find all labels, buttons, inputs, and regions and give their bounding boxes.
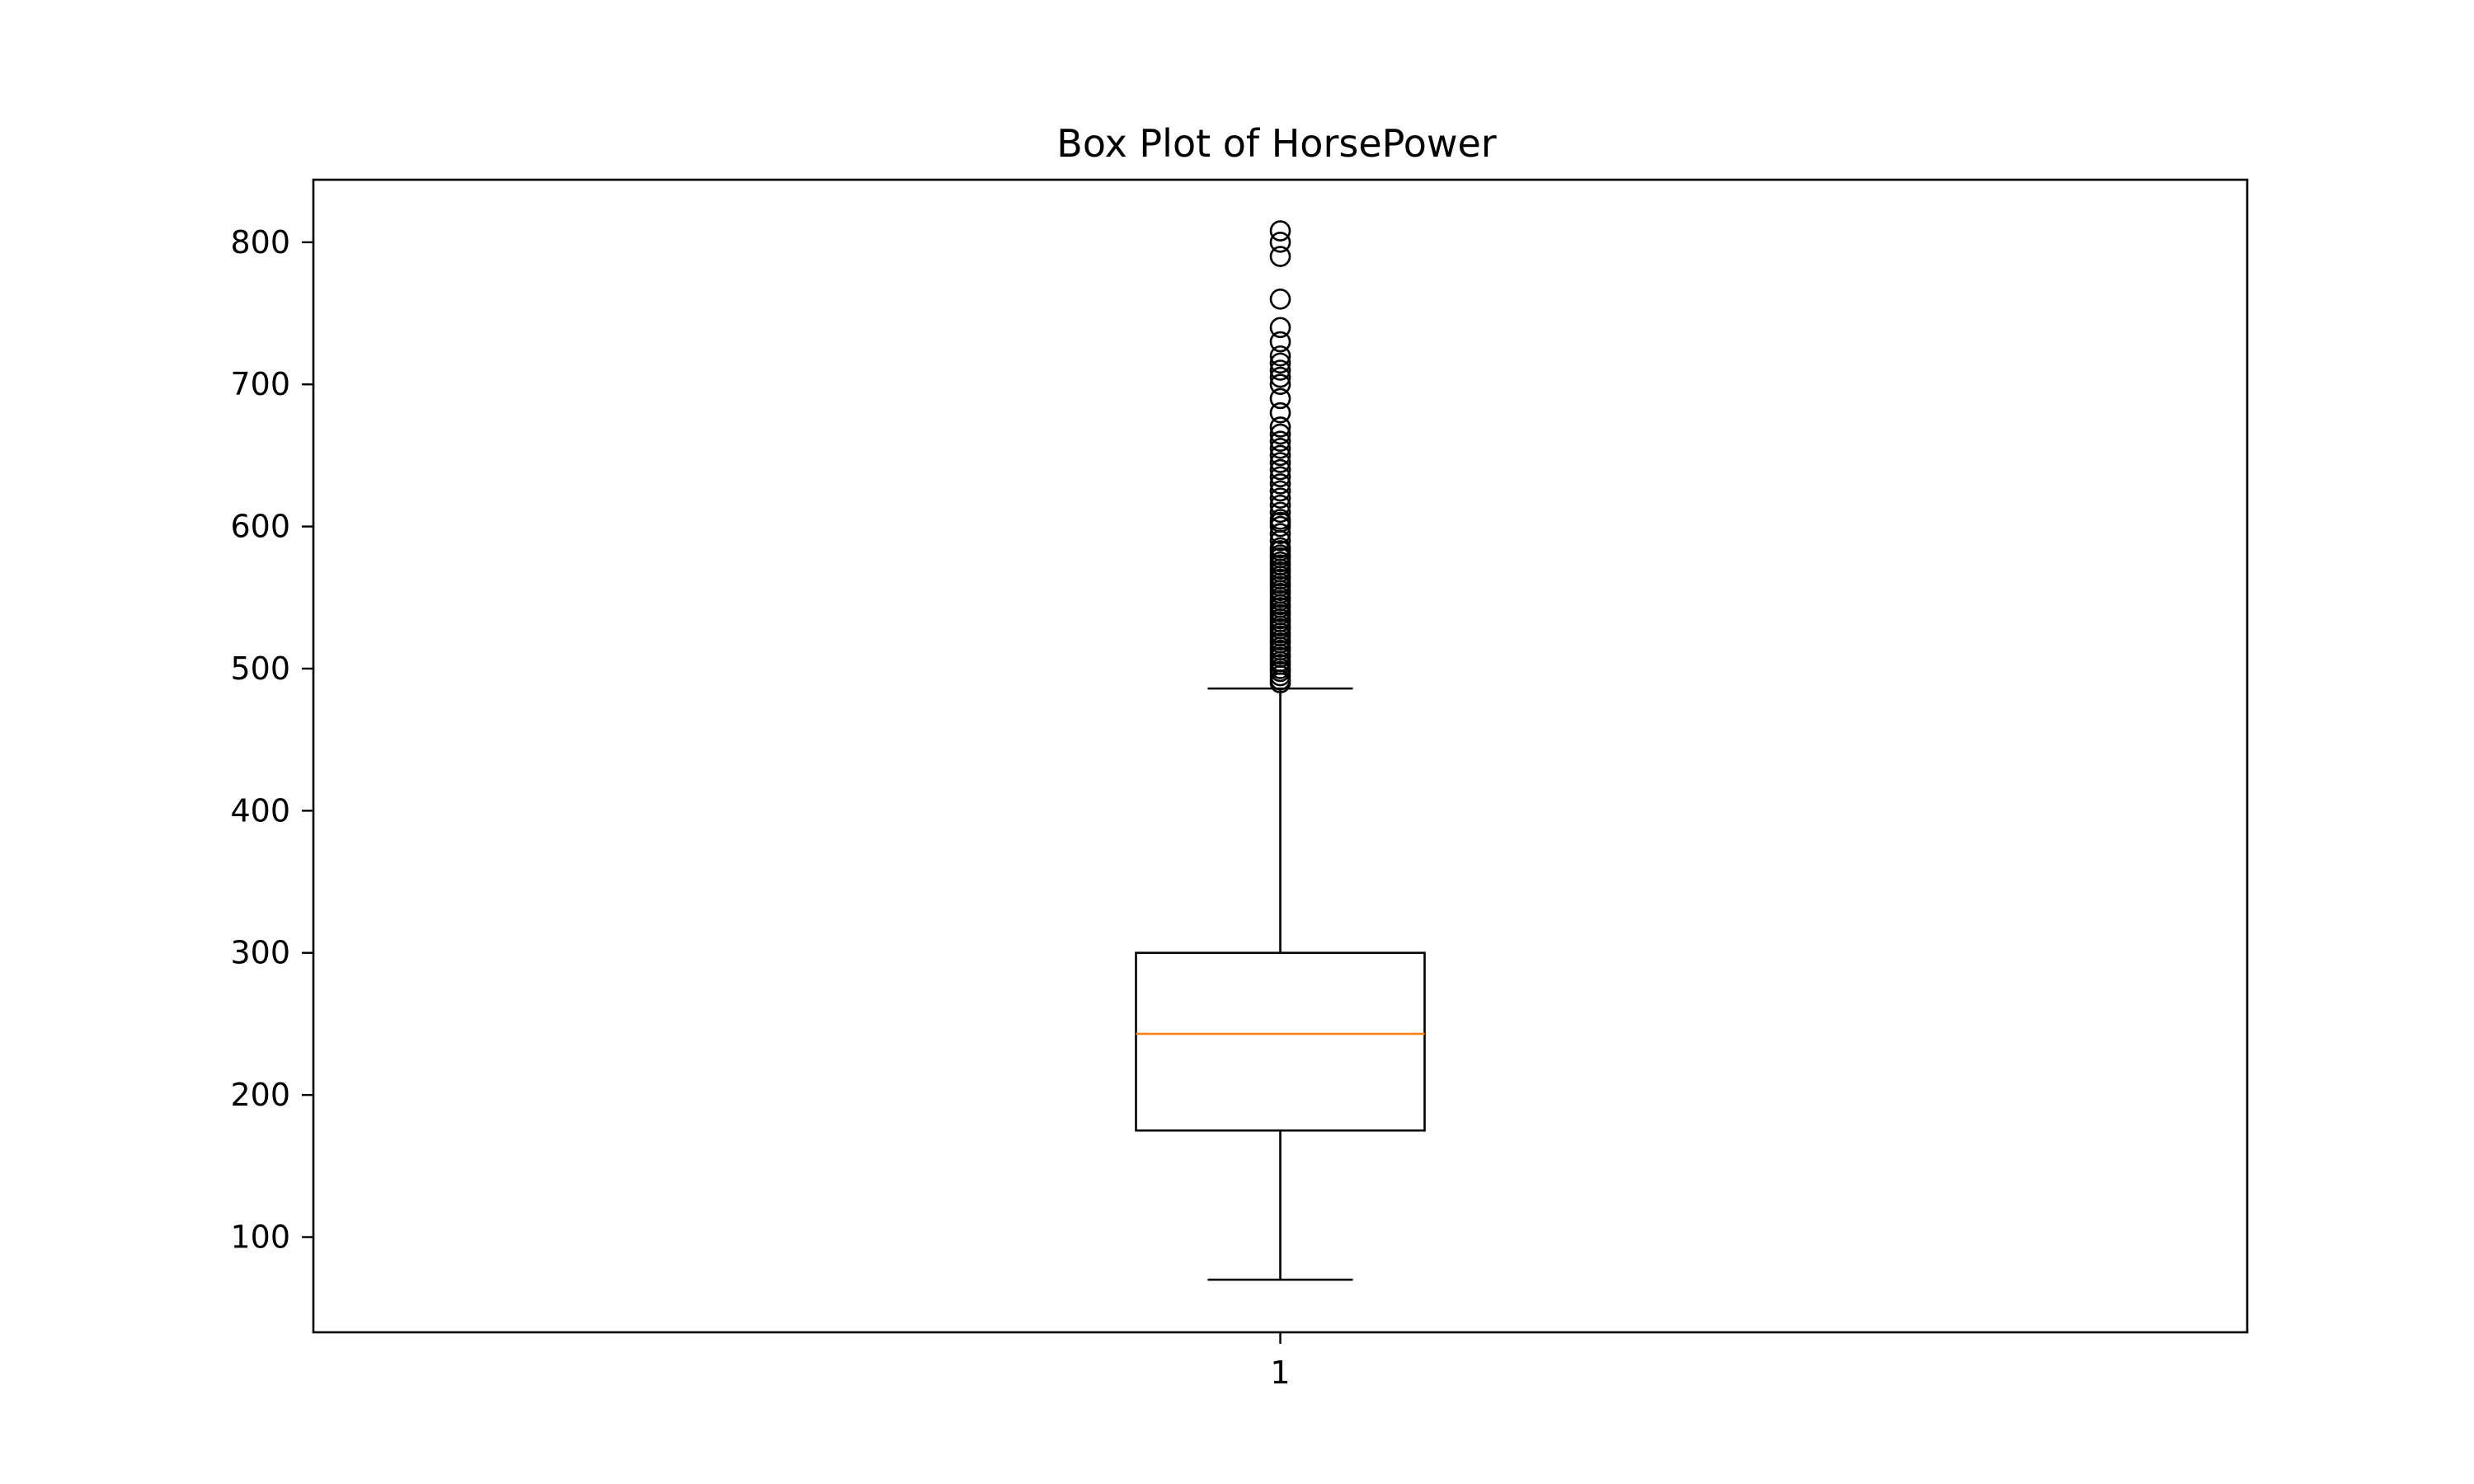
outlier-group <box>1269 220 1291 694</box>
x-axis: 1 <box>1270 1332 1291 1391</box>
outlier-point <box>1269 466 1291 488</box>
outlier-point <box>1269 366 1291 388</box>
outlier-point <box>1269 480 1291 502</box>
outlier-point <box>1269 494 1291 516</box>
outlier-point <box>1269 430 1291 452</box>
box-group <box>1135 687 1426 1281</box>
outlier-point <box>1269 423 1291 445</box>
y-tick-label: 500 <box>230 650 290 687</box>
outlier-point <box>1269 458 1291 481</box>
y-tick-label: 100 <box>230 1219 290 1256</box>
outlier-point <box>1269 452 1291 473</box>
y-tick-label: 600 <box>230 509 290 545</box>
outlier-point <box>1269 373 1291 396</box>
outlier-point <box>1269 331 1291 353</box>
outlier-point <box>1269 487 1291 509</box>
outlier-point <box>1269 232 1291 253</box>
y-tick-label: 800 <box>230 224 290 261</box>
outlier-point <box>1269 416 1291 438</box>
outlier-point <box>1269 220 1291 242</box>
y-tick-label: 300 <box>230 935 290 971</box>
outlier-point <box>1269 537 1291 559</box>
outlier-point <box>1269 444 1291 467</box>
outlier-point <box>1269 509 1291 530</box>
chart-title: Box Plot of HorsePower <box>1056 121 1496 166</box>
outlier-point <box>1269 437 1291 459</box>
outlier-point <box>1269 359 1291 381</box>
outlier-point <box>1269 473 1291 495</box>
outlier-point <box>1269 345 1291 367</box>
outlier-point <box>1269 317 1291 339</box>
outlier-point <box>1269 501 1291 524</box>
y-tick-label: 400 <box>230 792 290 829</box>
outlier-point <box>1269 352 1291 374</box>
outlier-point <box>1269 246 1291 267</box>
x-tick-label: 1 <box>1270 1355 1290 1391</box>
outlier-point <box>1269 402 1291 424</box>
y-tick-label: 700 <box>230 366 290 402</box>
y-axis: 100 200 300 400 500 600 700 800 <box>230 224 313 1256</box>
outlier-point <box>1269 288 1291 310</box>
y-tick-label: 200 <box>230 1077 290 1113</box>
iqr-box <box>1135 951 1426 1132</box>
outlier-point <box>1269 387 1291 410</box>
outlier-point <box>1269 523 1291 545</box>
